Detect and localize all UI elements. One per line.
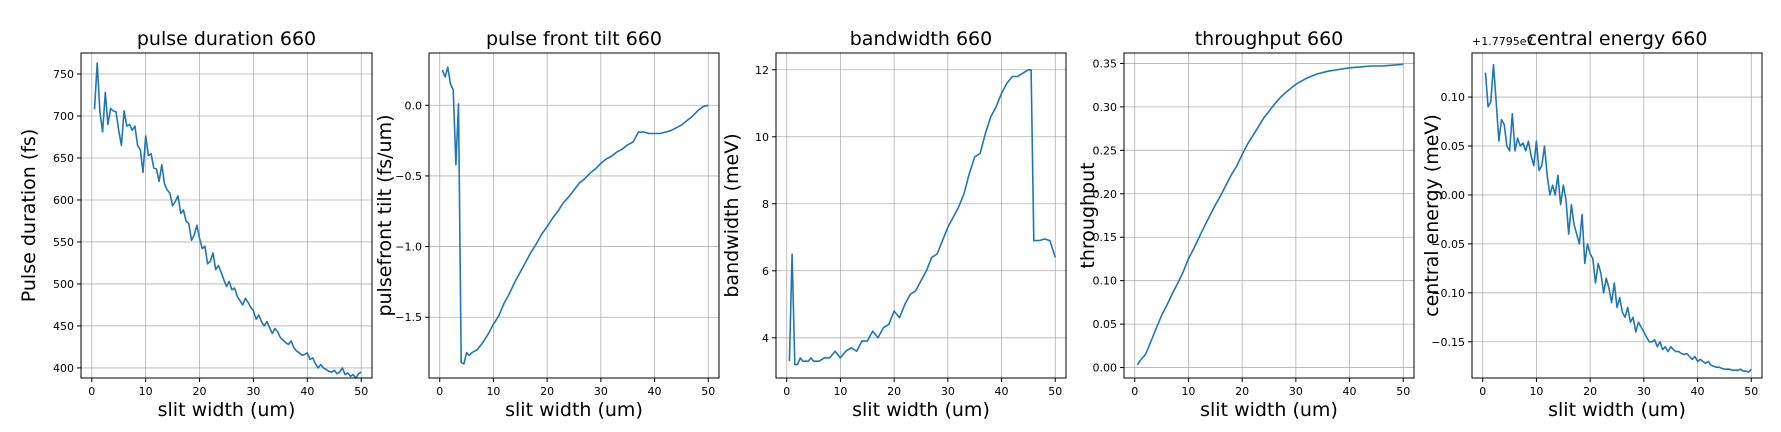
- y-tick-label: 0.10: [1441, 91, 1466, 104]
- series-line: [441, 66, 709, 365]
- y-tick-label: −0.05: [1431, 238, 1465, 251]
- x-tick-label: 30: [594, 385, 608, 398]
- x-tick-label: 10: [1181, 385, 1195, 398]
- chart-panel-4: 0 10 20 30 40 50 0.00 0.05 0.10 0.15 0.20 0.25 0.30 0…: [1077, 28, 1415, 421]
- y-axis-label: pulsefront tilt (fs/um): [374, 114, 396, 316]
- y-tick-label: 10: [755, 131, 769, 144]
- y-tick-label: 500: [53, 278, 74, 291]
- x-tick-label: 30: [941, 385, 955, 398]
- y-tick-label: 550: [53, 236, 74, 249]
- y-tick-label: 750: [53, 68, 74, 81]
- y-axis-label: Pulse duration (fs): [18, 129, 40, 302]
- y-tick-label: 6: [762, 265, 769, 278]
- y-tick-label: 0.10: [1093, 275, 1118, 288]
- plot-frame: [775, 52, 1067, 379]
- y-tick-label: 0.05: [1093, 318, 1118, 331]
- y-tick-label: 0.05: [1441, 140, 1466, 153]
- x-axis-label: slit width (um): [1548, 399, 1686, 421]
- y-tick-label: −0.10: [1431, 287, 1465, 300]
- x-tick-label: 50: [1744, 385, 1758, 398]
- x-tick-label: 50: [354, 385, 368, 398]
- plot-frame: [1471, 52, 1763, 379]
- x-tick-label: 30: [246, 385, 260, 398]
- x-tick-label: 30: [1289, 385, 1303, 398]
- x-tick-label: 10: [833, 385, 847, 398]
- y-tick-label: 4: [762, 332, 769, 345]
- chart-title: pulse duration 660: [137, 28, 316, 50]
- x-tick-label: 10: [1529, 385, 1543, 398]
- x-tick-label: 20: [887, 385, 901, 398]
- y-offset-text: +1.7795e7: [1472, 35, 1533, 48]
- chart-title: central energy 660: [1527, 28, 1708, 50]
- y-tick-label: 600: [53, 194, 74, 207]
- x-axis-label: slit width (um): [1200, 399, 1338, 421]
- y-tick-label: 400: [53, 362, 74, 375]
- x-tick-label: 20: [1583, 385, 1597, 398]
- series-line: [1136, 63, 1404, 366]
- plot-frame: [428, 52, 720, 379]
- x-tick-label: 40: [300, 385, 314, 398]
- y-axis-label: throughput: [1077, 162, 1099, 268]
- chart-panel-2: 0 10 20 30 40 50 0.0 −0.5 −1.0 −1.5 pulse front ti…: [374, 28, 720, 421]
- y-tick-label: 0.0: [405, 99, 423, 112]
- x-tick-label: 50: [701, 385, 715, 398]
- x-tick-label: 40: [648, 385, 662, 398]
- y-tick-label: 650: [53, 152, 74, 165]
- x-tick-label: 40: [995, 385, 1009, 398]
- y-tick-label: 0.00: [1093, 362, 1118, 375]
- y-tick-label: −1.0: [395, 241, 422, 254]
- x-tick-label: 40: [1691, 385, 1705, 398]
- chart-title: throughput 660: [1195, 28, 1344, 50]
- x-tick-label: 20: [540, 385, 554, 398]
- chart-title: pulse front tilt 660: [486, 28, 662, 50]
- chart-panel-5: 0 10 20 30 40 50 0.10 0.05 0.00 −0.05 −0.10 −0.15 ce…: [1421, 28, 1763, 421]
- plot-frame: [80, 52, 373, 379]
- x-axis-label: slit width (um): [852, 399, 990, 421]
- y-tick-label: 0.30: [1093, 101, 1118, 114]
- x-tick-label: 0: [783, 385, 790, 398]
- chart-panel-3: 0 10 20 30 40 50 4 6 8 10 12 bandwidth 660 slit widt…: [721, 28, 1067, 421]
- y-tick-label: 0.20: [1093, 188, 1118, 201]
- x-tick-label: 10: [139, 385, 153, 398]
- x-tick-label: 0: [1131, 385, 1138, 398]
- x-axis-label: slit width (um): [158, 399, 296, 421]
- chart-title: bandwidth 660: [850, 28, 992, 50]
- x-tick-label: 0: [1479, 385, 1486, 398]
- x-axis-label: slit width (um): [505, 399, 643, 421]
- y-tick-label: 8: [762, 198, 769, 211]
- x-tick-label: 0: [88, 385, 95, 398]
- y-tick-label: −1.5: [395, 311, 422, 324]
- series-line: [1484, 63, 1752, 373]
- x-tick-label: 10: [486, 385, 500, 398]
- y-tick-label: 0.35: [1093, 57, 1118, 70]
- x-tick-label: 0: [436, 385, 443, 398]
- y-axis-label: bandwidth (meV): [721, 133, 743, 297]
- y-tick-label: −0.5: [395, 170, 422, 183]
- series-line: [788, 69, 1057, 366]
- x-tick-label: 20: [1235, 385, 1249, 398]
- chart-panel-1: 0 10 20 30 40 50 400 450 500 550 600 650 700 750 pulse…: [18, 28, 373, 421]
- series-line: [93, 62, 362, 379]
- x-tick-label: 50: [1048, 385, 1062, 398]
- y-tick-label: 0.15: [1093, 231, 1118, 244]
- y-tick-label: 700: [53, 110, 74, 123]
- x-tick-label: 30: [1637, 385, 1651, 398]
- plot-frame: [1123, 52, 1415, 379]
- y-tick-label: 0.00: [1441, 189, 1466, 202]
- y-tick-label: −0.15: [1431, 336, 1465, 349]
- x-tick-label: 50: [1396, 385, 1410, 398]
- y-tick-label: 0.25: [1093, 144, 1118, 157]
- y-tick-label: 450: [53, 320, 74, 333]
- x-tick-label: 20: [193, 385, 207, 398]
- y-tick-label: 12: [755, 64, 769, 77]
- x-tick-label: 40: [1343, 385, 1357, 398]
- y-axis-label: central energy (meV): [1421, 114, 1443, 317]
